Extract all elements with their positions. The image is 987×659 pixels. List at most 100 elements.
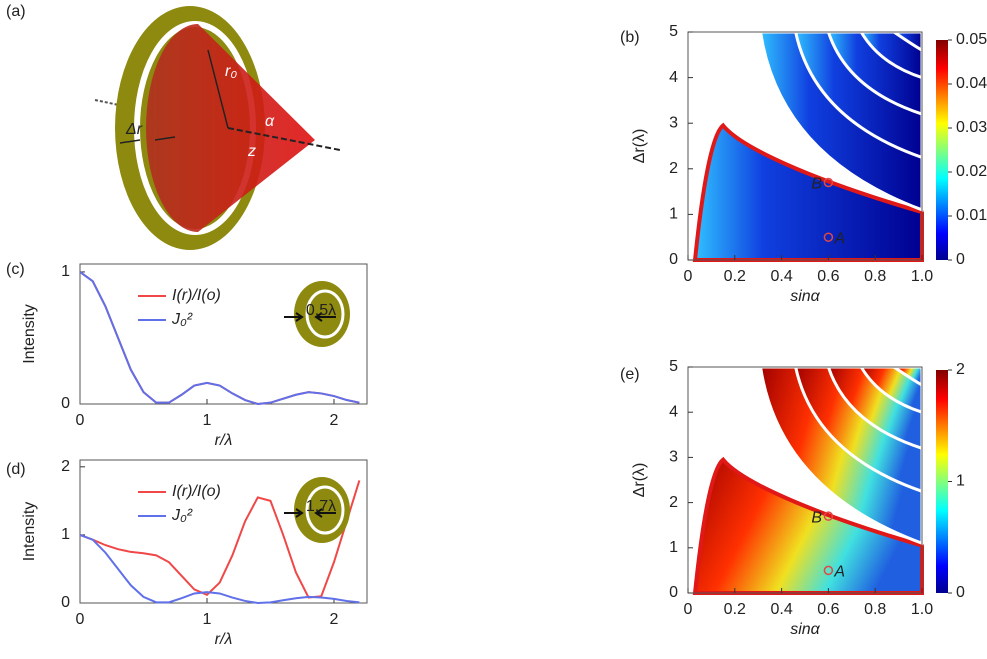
y-tick-label: 2: [669, 160, 678, 177]
y-axis-label: Intensity: [21, 304, 38, 364]
panel-label: (b): [620, 29, 640, 46]
y-tick-label: 1: [669, 206, 678, 223]
colorbar-tick-label: 2: [956, 361, 965, 378]
series-line: [80, 533, 360, 605]
arrow: [119, 139, 141, 144]
x-tick-label: 2: [330, 611, 339, 628]
axis-line: [94, 99, 201, 123]
y-tick-label: 4: [669, 69, 678, 86]
x-tick-label: 1.0: [911, 268, 933, 285]
colorbar: [936, 370, 948, 593]
colorbar-tick-label: 0.05: [956, 31, 987, 48]
x-tick-label: 0.2: [724, 268, 746, 285]
x-axis-label: r/λ: [215, 432, 233, 449]
y-axis-label: Δr(λ): [631, 129, 648, 164]
diagram-label: α: [265, 113, 275, 130]
diagram-label: r₀: [225, 63, 237, 80]
inset-label: 1.7λ: [306, 498, 336, 515]
point-label: B: [811, 176, 822, 193]
colorbar: [936, 40, 948, 260]
y-axis-label: Δr(λ): [631, 463, 648, 498]
legend-label: I(r)/I(o): [172, 483, 221, 500]
y-tick-label: 1: [61, 263, 70, 280]
x-tick-label: 0.6: [817, 268, 839, 285]
y-tick-label: 0: [669, 584, 678, 601]
diagram: r₀ α Δr z: [94, 6, 341, 250]
colorbar-tick-label: 0.01: [956, 207, 987, 224]
diagram-label: Δr: [125, 121, 143, 138]
plot-frame: [79, 459, 368, 604]
y-tick-label: 2: [669, 494, 678, 511]
y-tick-label: 5: [669, 23, 678, 40]
x-tick-label: 1: [203, 412, 212, 429]
y-tick-label: 0: [61, 594, 70, 611]
panel-label: (d): [6, 461, 26, 478]
y-tick-label: 0: [669, 251, 678, 268]
x-tick-label: 0.2: [724, 601, 746, 618]
inset-arrow: [314, 508, 336, 518]
x-tick-label: 0.8: [864, 268, 886, 285]
x-tick-label: 0.8: [864, 601, 886, 618]
inset-arrow: [314, 312, 336, 322]
y-tick-label: 3: [669, 114, 678, 131]
axis-line: [227, 127, 341, 151]
y-tick-label: 1: [669, 539, 678, 556]
colorbar-tick-label: 0.02: [956, 163, 987, 180]
x-tick-label: 2: [330, 412, 339, 429]
inset-ring: [305, 289, 345, 339]
colorbar-tick-label: 0.04: [956, 75, 987, 92]
point-marker: [823, 232, 834, 242]
colorbar-tick-label: 0: [956, 584, 965, 601]
inset-ring: [305, 485, 345, 535]
y-tick-label: 2: [61, 458, 70, 475]
y-axis-label: Intensity: [21, 502, 38, 562]
x-axis-label: r/λ: [215, 631, 233, 648]
panel-label: (c): [6, 261, 25, 278]
x-axis-label: sinα: [790, 288, 820, 305]
y-tick-label: 4: [669, 403, 678, 420]
colorbar-tick-label: 0: [956, 251, 965, 268]
inset-label: 0.5λ: [306, 302, 336, 319]
series-line: [80, 271, 360, 406]
x-tick-label: 0.4: [770, 601, 792, 618]
x-tick-label: 0: [684, 268, 693, 285]
heatmap: [692, 365, 924, 595]
x-tick-label: 1: [203, 611, 212, 628]
legend-label: J₀²: [171, 507, 193, 524]
legend-label: J₀²: [171, 311, 193, 328]
y-tick-label: 5: [669, 358, 678, 375]
x-tick-label: 0: [684, 601, 693, 618]
inset-arrow: [284, 312, 304, 322]
plot-frame: [687, 366, 923, 594]
inset-arrow: [284, 508, 304, 518]
colorbar-tick-label: 0.03: [956, 119, 987, 136]
point-marker: [823, 511, 834, 521]
x-tick-label: 0: [76, 412, 85, 429]
x-tick-label: 0: [76, 611, 85, 628]
plot-frame: [687, 31, 923, 261]
panel-label: (e): [620, 366, 640, 383]
heatmap: [692, 30, 924, 262]
y-tick-label: 1: [61, 526, 70, 543]
radius: [207, 49, 229, 129]
point-marker: [823, 177, 834, 188]
arrow: [154, 136, 176, 141]
point-label: A: [833, 564, 845, 581]
point-marker: [823, 565, 834, 576]
legend-label: I(r)/I(o): [172, 287, 221, 304]
x-tick-label: 0.4: [770, 268, 792, 285]
y-tick-label: 3: [669, 449, 678, 466]
x-tick-label: 1.0: [911, 601, 933, 618]
map-region: [692, 456, 924, 595]
map-region: [692, 122, 924, 262]
x-tick-label: 0.6: [817, 601, 839, 618]
y-tick-label: 0: [61, 395, 70, 412]
panel-label: (a): [6, 3, 26, 20]
plot-frame: [79, 263, 368, 405]
x-axis-label: sinα: [790, 621, 820, 638]
diagram-label: z: [247, 143, 256, 160]
point-label: B: [811, 509, 822, 526]
point-label: A: [833, 230, 845, 247]
colorbar-tick-label: 1: [956, 473, 965, 490]
